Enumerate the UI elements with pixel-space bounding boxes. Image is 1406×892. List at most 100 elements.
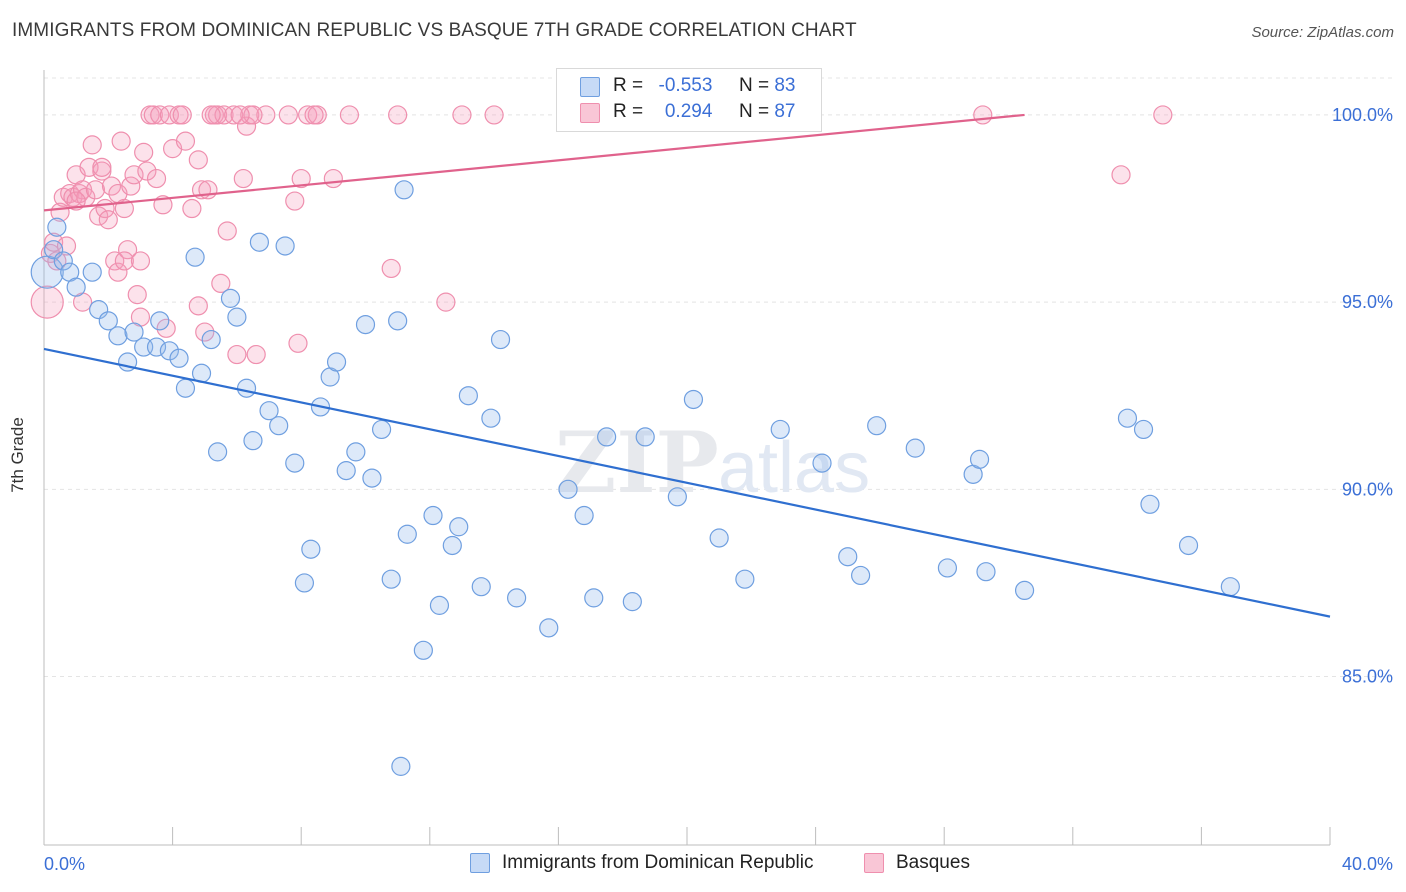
basque-point bbox=[227, 344, 247, 365]
dominican-point bbox=[227, 307, 247, 327]
trend-lines bbox=[43, 113, 1331, 618]
basque-point bbox=[66, 191, 86, 211]
basque-point bbox=[452, 105, 472, 125]
dominican-point bbox=[683, 389, 704, 410]
dominican-point bbox=[82, 262, 102, 282]
basque-point bbox=[175, 131, 196, 151]
basque-point bbox=[188, 150, 208, 170]
dominican-point bbox=[362, 468, 382, 488]
basque-point bbox=[388, 105, 408, 125]
dominican-point bbox=[471, 577, 491, 597]
dominican-point bbox=[391, 756, 411, 776]
dominican-point bbox=[937, 558, 958, 578]
basque-point bbox=[30, 285, 64, 319]
dominican-point bbox=[597, 427, 617, 447]
basque-point bbox=[224, 105, 244, 125]
basque-point bbox=[230, 105, 250, 125]
dominican-point bbox=[150, 311, 170, 331]
dominican-point bbox=[735, 569, 755, 589]
legend-n-label: N = bbox=[738, 75, 770, 96]
dominican-point bbox=[770, 419, 790, 440]
basque-point bbox=[298, 105, 318, 125]
bottom-swatch-pink bbox=[864, 853, 884, 873]
legend-n-blue: 83 bbox=[774, 75, 796, 96]
basque-point bbox=[134, 142, 154, 162]
dominican-trend-line bbox=[43, 347, 1331, 618]
watermark-atlas: atlas bbox=[718, 428, 870, 508]
basque-point bbox=[188, 296, 208, 316]
dominican-point bbox=[355, 314, 376, 335]
basque-trend-line bbox=[43, 113, 1025, 212]
dominican-point bbox=[269, 416, 289, 436]
legend-r-label: R = bbox=[613, 101, 644, 122]
dominican-point bbox=[346, 442, 366, 462]
dominican-point bbox=[275, 236, 295, 256]
dominican-point bbox=[481, 408, 501, 428]
x-tick-label: 0.0% bbox=[44, 854, 85, 874]
basque-point bbox=[208, 105, 228, 125]
basque-point bbox=[339, 105, 360, 125]
dominican-point bbox=[507, 588, 527, 608]
basque-point bbox=[114, 251, 134, 271]
dominican-point bbox=[220, 288, 241, 308]
dominican-point bbox=[1178, 535, 1199, 556]
dominican-point bbox=[388, 311, 408, 331]
dominican-point bbox=[294, 573, 315, 593]
dominican-point bbox=[851, 565, 871, 586]
basque-point bbox=[246, 344, 266, 365]
basque-point bbox=[56, 236, 77, 256]
axes bbox=[43, 70, 1331, 846]
dominican-point bbox=[423, 505, 443, 526]
basque-point bbox=[111, 131, 131, 151]
dominican-points bbox=[30, 180, 1240, 776]
dominican-point bbox=[249, 232, 270, 252]
watermark: ZIP atlas bbox=[555, 413, 870, 512]
dominican-point bbox=[812, 453, 832, 473]
basque-point bbox=[285, 191, 305, 211]
dominican-point bbox=[667, 487, 687, 507]
dominican-point bbox=[285, 453, 305, 473]
dominican-point bbox=[709, 528, 729, 548]
basque-point bbox=[233, 168, 253, 189]
basque-point bbox=[89, 206, 109, 226]
dominican-point bbox=[1117, 408, 1138, 428]
y-tick-label: 90.0% bbox=[1342, 479, 1393, 499]
y-tick-label: 100.0% bbox=[1332, 105, 1393, 125]
basque-point bbox=[98, 210, 118, 230]
dominican-point bbox=[159, 341, 179, 361]
dominican-point bbox=[98, 311, 118, 331]
basque-point bbox=[82, 135, 102, 155]
y-tick-label: 85.0% bbox=[1342, 667, 1393, 687]
dominican-point bbox=[108, 326, 128, 346]
x-tick-label: 40.0% bbox=[1342, 854, 1393, 874]
basque-point bbox=[211, 273, 231, 294]
basque-point bbox=[108, 262, 128, 282]
dominican-point bbox=[558, 479, 578, 499]
dominican-point bbox=[969, 449, 990, 469]
legend-r-label: R = bbox=[613, 75, 644, 96]
basque-point bbox=[124, 165, 144, 185]
legend-swatch-blue bbox=[580, 77, 600, 97]
stats-legend: R = -0.553 N = 83 R = 0.294 N = 87 bbox=[556, 68, 822, 132]
y-axis-label: 7th Grade bbox=[8, 417, 27, 493]
dominican-point bbox=[47, 217, 67, 237]
dominican-point bbox=[66, 277, 86, 297]
dominican-point bbox=[259, 401, 279, 421]
bottom-swatch-blue bbox=[470, 853, 490, 873]
dominican-point bbox=[1133, 419, 1154, 440]
basque-point bbox=[92, 157, 112, 177]
basque-point bbox=[278, 105, 298, 125]
dominican-point bbox=[976, 562, 996, 582]
dominican-point bbox=[146, 337, 167, 357]
dominican-point bbox=[208, 442, 228, 462]
basque-point bbox=[156, 318, 176, 338]
bottom-legend-pink-label: Basques bbox=[896, 852, 970, 873]
basque-point bbox=[137, 161, 157, 181]
chart-title: IMMIGRANTS FROM DOMINICAN REPUBLIC VS BA… bbox=[12, 20, 857, 41]
dominican-point bbox=[381, 569, 401, 589]
dominican-point bbox=[622, 592, 642, 612]
legend-swatch-pink bbox=[580, 103, 600, 123]
y-tick-label: 95.0% bbox=[1342, 292, 1393, 312]
basque-point bbox=[973, 105, 993, 125]
